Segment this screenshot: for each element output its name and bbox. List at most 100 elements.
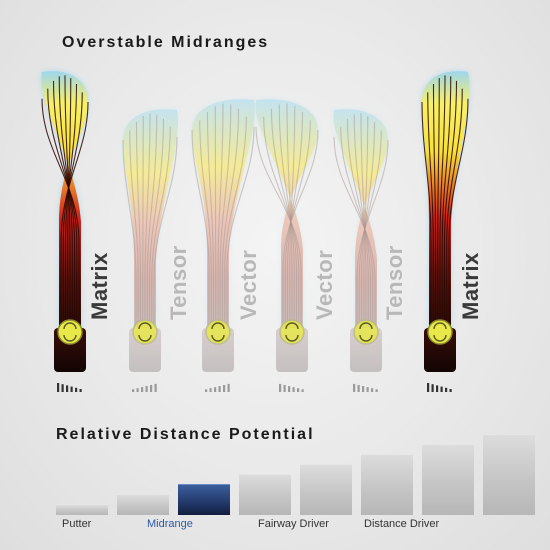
flight-line [47, 88, 78, 338]
distance-bar-level-4 [239, 474, 291, 515]
flight-line [191, 129, 210, 338]
flight-line [446, 88, 463, 338]
flight-line [286, 103, 293, 338]
flight-line [64, 84, 78, 338]
category-label-fairway-driver: Fairway Driver [258, 518, 329, 530]
rotate-arrow-icon [285, 322, 299, 330]
distance-bar-level-3 [178, 484, 230, 515]
flight-line [148, 118, 165, 338]
flight-path-tensor-right [333, 109, 389, 392]
flight-line [67, 78, 72, 338]
flight-line [282, 129, 319, 338]
flight-line [206, 112, 215, 338]
stability-bars-icon [353, 383, 378, 392]
flight-line [224, 116, 247, 338]
category-label-putter: Putter [62, 518, 92, 530]
disc-name-vector-right: Vector [312, 249, 337, 320]
flight-line [284, 120, 311, 338]
flight-line [226, 126, 255, 338]
flight-line [441, 76, 452, 338]
flight-line [58, 76, 73, 338]
flight-line [217, 103, 224, 338]
flight-line [64, 75, 71, 338]
distance-bar-level-7 [422, 444, 474, 515]
flight-line [135, 122, 142, 338]
distance-bar-level-2 [117, 494, 169, 515]
rotate-arrow-icon [63, 322, 77, 330]
disc-name-matrix-right: Matrix [458, 252, 483, 320]
disc-name-matrix-left: Matrix [87, 252, 112, 320]
flight-line [421, 101, 432, 338]
category-label-distance-driver: Distance Driver [364, 518, 440, 530]
stability-bars-icon [279, 383, 304, 392]
disc-name-vector-left: Vector [236, 249, 261, 320]
flight-path-vector-right [255, 99, 319, 392]
stability-bars-icon [132, 383, 157, 392]
flight-path-matrix-left [41, 71, 89, 392]
stability-bars-icon [427, 383, 452, 392]
rotate-arrow-icon [138, 334, 152, 342]
title-relative-distance-potential: Relative Distance Potential [56, 426, 315, 443]
stability-bars-icon [205, 383, 230, 392]
flight-line [427, 92, 434, 338]
flight-line [448, 98, 469, 338]
flight-line [199, 120, 212, 338]
flight-line [52, 80, 76, 338]
distance-bar-level-8 [483, 434, 535, 515]
disc-name-tensor-right: Tensor [382, 245, 407, 320]
flight-line [439, 75, 446, 338]
flight-line [356, 139, 389, 338]
rotate-arrow-icon [359, 322, 373, 330]
flight-line [146, 114, 158, 338]
flight-line [358, 130, 382, 338]
flight-path-tensor-left [122, 109, 178, 392]
flight-line [153, 136, 178, 338]
flight-line [219, 104, 232, 338]
rotate-arrow-icon [359, 334, 373, 342]
rotate-arrow-icon [63, 334, 77, 342]
flight-line [263, 116, 300, 338]
flight-path-matrix-right [421, 71, 470, 392]
flight-line [122, 139, 137, 338]
flight-line [286, 112, 304, 338]
rotate-arrow-icon [138, 322, 152, 330]
flight-line [214, 106, 217, 338]
flight-line [129, 130, 139, 338]
flight-line [360, 122, 376, 338]
disc-name-tensor-left: Tensor [166, 245, 191, 320]
flight-line [151, 126, 171, 338]
flight-line [437, 78, 440, 338]
flight-line [363, 116, 369, 338]
flight-line [270, 108, 298, 338]
flight-line [60, 101, 89, 338]
flight-line [221, 108, 240, 338]
distance-bar-level-1 [56, 504, 108, 515]
flight-fan [333, 109, 388, 338]
rotate-arrow-icon [433, 322, 447, 330]
flight-line [340, 126, 374, 338]
rotate-arrow-icon [211, 334, 225, 342]
flight-fan [255, 99, 318, 338]
title-overstable-midranges: Overstable Midranges [62, 34, 270, 51]
flight-line [144, 113, 151, 338]
flight-line [41, 98, 80, 338]
distance-bar-level-5 [300, 464, 352, 515]
category-label-midrange: Midrange [147, 518, 193, 530]
flight-line [443, 80, 458, 338]
flight-line [289, 106, 296, 338]
flight-line [333, 136, 376, 338]
flight-path-vector-left [191, 99, 255, 392]
flight-line [62, 92, 83, 338]
rotate-arrow-icon [211, 322, 225, 330]
flight-line [346, 118, 372, 338]
rotate-arrow-icon [433, 334, 447, 342]
flight-line [353, 114, 369, 338]
flight-line [255, 126, 302, 338]
flight-line [278, 104, 295, 338]
flight-line [432, 84, 437, 338]
rotate-arrow-icon [285, 334, 299, 342]
flight-line [142, 116, 144, 338]
stability-bars-icon [57, 383, 82, 392]
